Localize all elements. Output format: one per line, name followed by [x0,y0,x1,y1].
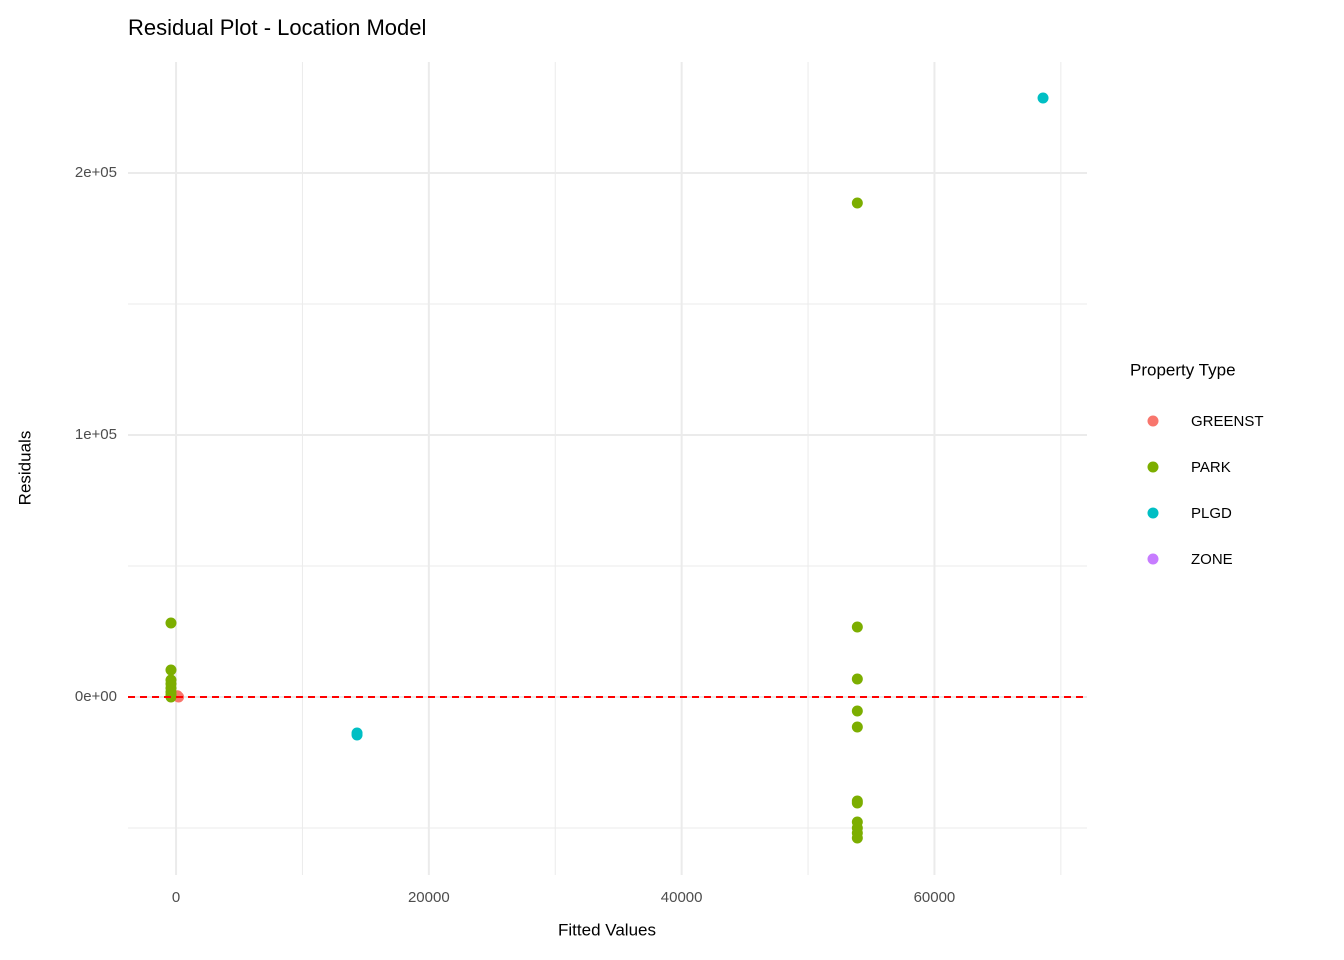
legend-label: PLGD [1191,505,1232,522]
legend-marker [1147,415,1159,427]
y-tick-label: 1e+05 [75,426,117,443]
x-tick-label: 60000 [914,889,956,906]
legend-marker [1147,507,1159,519]
point [165,664,177,676]
point [851,721,863,733]
point [851,197,863,209]
point [165,617,177,629]
y-tick-label: 0e+00 [75,688,117,705]
y-tick-label: 2e+05 [75,164,117,181]
point [1037,92,1049,104]
x-tick-label: 40000 [661,889,703,906]
legend-marker [1147,461,1159,473]
legend-title: Property Type [1130,360,1236,379]
point [851,705,863,717]
legend-marker [1147,553,1159,565]
legend-label: GREENST [1191,413,1264,430]
x-tick-label: 20000 [408,889,450,906]
legend-label: PARK [1191,459,1231,476]
point [851,673,863,685]
point [851,832,863,844]
x-axis-label: Fitted Values [558,920,656,939]
point [351,727,363,739]
point [851,797,863,809]
legend-label: ZONE [1191,551,1233,568]
point [851,621,863,633]
x-tick-label: 0 [172,889,180,906]
chart-title: Residual Plot - Location Model [128,15,426,40]
y-axis-label: Residuals [15,431,34,506]
